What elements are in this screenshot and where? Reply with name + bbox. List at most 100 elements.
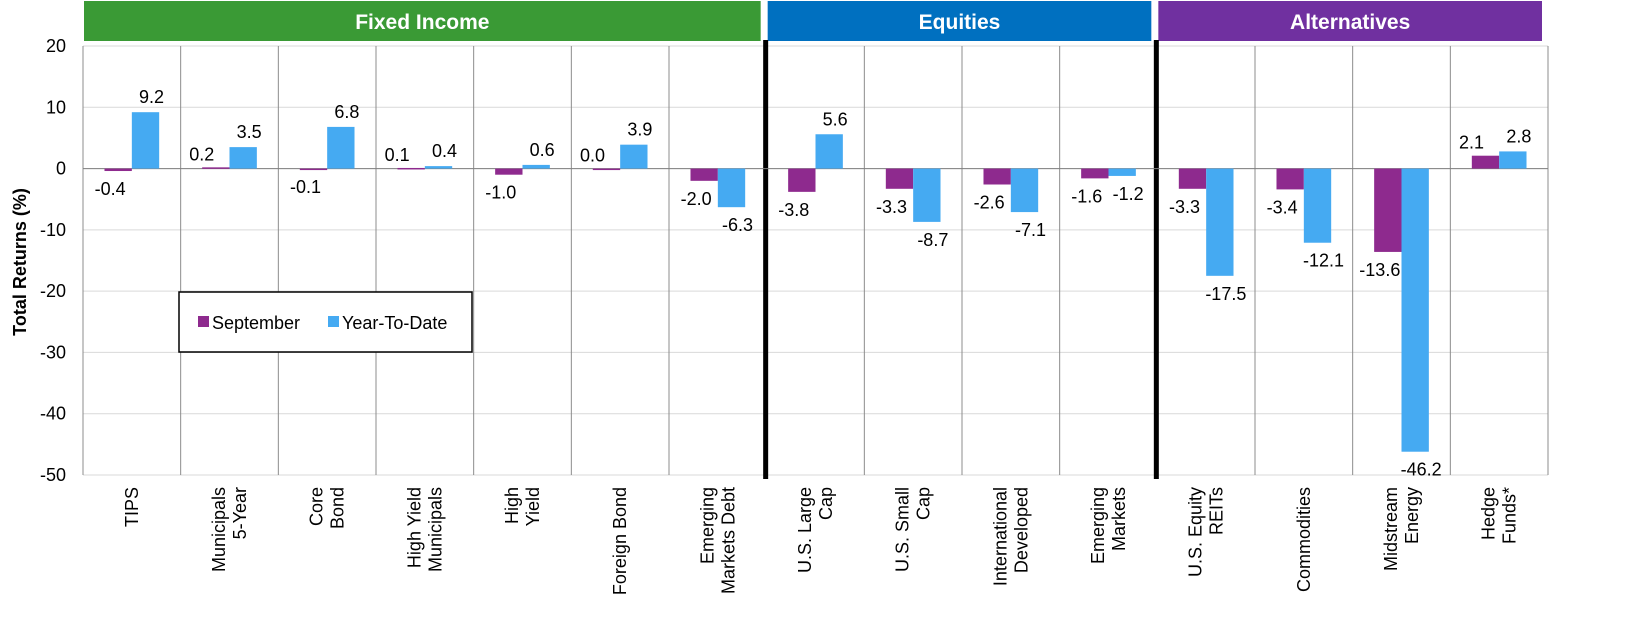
y-axis-title: Total Returns (%): [10, 188, 30, 336]
legend-label: Year-To-Date: [342, 313, 447, 333]
category-label: Emerging Markets Debt: [697, 487, 738, 594]
bar-year-to-date: [522, 164, 550, 169]
category-label: Municipals 5-Year: [209, 487, 250, 572]
category-label-line: Municipals: [425, 487, 445, 572]
category-label-line: U.S. Small: [893, 487, 913, 572]
category-label: High Yield: [502, 487, 543, 526]
legend: September Year-To-Date: [178, 291, 473, 353]
data-label-year-to-date: -1.2: [1113, 184, 1144, 204]
category-label: U.S. Small Cap: [893, 487, 934, 572]
bar-september: [885, 168, 914, 189]
y-tick-label: 0: [56, 159, 66, 179]
bar-september: [1471, 155, 1500, 169]
bar-year-to-date: [620, 144, 648, 169]
category-label-line: Municipals: [209, 487, 229, 572]
bar-year-to-date: [327, 126, 355, 169]
data-label-september: 2.1: [1459, 133, 1484, 153]
bar-september: [1276, 168, 1304, 190]
category-label-line: International: [990, 487, 1010, 586]
group-header-alternatives: Alternatives: [1290, 11, 1410, 34]
data-label-september: 0.2: [189, 144, 214, 164]
category-label: U.S. Large Cap: [795, 487, 836, 573]
data-label-september: -2.6: [974, 193, 1005, 213]
legend-box: [178, 291, 473, 353]
bar-year-to-date: [1303, 168, 1332, 243]
group-header-equities: Equities: [919, 11, 1001, 34]
category-label-line: Bond: [328, 487, 348, 529]
category-label-line: TIPS: [122, 487, 142, 527]
category-label-line: Markets: [1109, 487, 1129, 551]
category-label-line: High: [502, 487, 522, 524]
category-label-line: Emerging: [697, 487, 717, 564]
bar-year-to-date: [1010, 168, 1039, 213]
data-label-september: -1.0: [485, 183, 516, 203]
bar-september: [495, 168, 523, 175]
category-label-line: Cap: [914, 487, 934, 520]
data-label-year-to-date: -12.1: [1303, 251, 1344, 271]
data-label-september: -3.8: [778, 200, 809, 220]
category-labels: TIPS Municipals 5-Year Core Bond High Yield Mu…: [122, 487, 1520, 595]
bar-year-to-date: [229, 147, 257, 169]
bar-september: [299, 168, 328, 171]
legend-label: September: [212, 313, 300, 333]
bar-september: [690, 168, 718, 181]
bar-year-to-date: [1401, 168, 1429, 452]
data-label-year-to-date: 3.5: [237, 122, 262, 142]
category-label-line: U.S. Equity: [1186, 487, 1206, 577]
bar-year-to-date: [1206, 168, 1234, 276]
category-label: High Yield Municipals: [404, 487, 445, 572]
data-label-september: -1.6: [1071, 186, 1102, 206]
category-label-line: Funds*: [1500, 487, 1520, 544]
category-label: Foreign Bond: [610, 487, 630, 595]
group-header-bg-fixed-income: [84, 1, 761, 41]
legend-swatch: [198, 316, 209, 327]
category-label-line: Cap: [816, 487, 836, 520]
category-label: U.S. Equity REITs: [1186, 487, 1227, 577]
data-label-year-to-date: -17.5: [1205, 284, 1246, 304]
bar-september: [1374, 168, 1402, 252]
data-label-year-to-date: -8.7: [917, 230, 948, 250]
y-tick-labels: 20 10 0 -10 -20 -30 -40 -50: [40, 36, 66, 485]
category-label-line: 5-Year: [230, 487, 250, 539]
data-label-year-to-date: -6.3: [722, 215, 753, 235]
category-label-line: Emerging: [1088, 487, 1108, 564]
category-label: International Developed: [990, 487, 1031, 586]
bar-year-to-date: [131, 112, 160, 169]
bar-september: [1178, 168, 1207, 189]
data-label-september: 0.0: [580, 146, 605, 166]
bar-september: [104, 168, 132, 172]
category-label-line: Commodities: [1294, 487, 1314, 592]
category-label-line: High Yield: [404, 487, 424, 568]
data-label-year-to-date: -46.2: [1401, 460, 1442, 480]
y-tick-label: 20: [46, 36, 66, 56]
data-label-september: 0.1: [385, 145, 410, 165]
legend-swatch: [328, 316, 339, 327]
group-header-bg-alternatives: [1158, 1, 1542, 41]
y-tick-label: -30: [40, 342, 66, 362]
bar-year-to-date: [913, 168, 941, 222]
bar-september: [983, 168, 1011, 185]
bar-september: [592, 168, 621, 171]
data-label-september: -3.3: [876, 197, 907, 217]
category-label-line: U.S. Large: [795, 487, 815, 573]
y-tick-label: -10: [40, 220, 66, 240]
category-label-line: Midstream: [1381, 487, 1401, 571]
category-label: Emerging Markets: [1088, 487, 1129, 564]
data-label-year-to-date: 0.6: [530, 140, 555, 160]
category-label-line: Yield: [523, 487, 543, 526]
data-label-year-to-date: 2.8: [1506, 126, 1531, 146]
data-label-year-to-date: 5.6: [823, 109, 848, 129]
data-label-year-to-date: 6.8: [334, 102, 359, 122]
y-tick-label: -40: [40, 404, 66, 424]
bar-year-to-date: [1108, 168, 1136, 176]
bar-year-to-date: [717, 168, 746, 208]
data-label-year-to-date: -7.1: [1015, 220, 1046, 240]
category-label: Commodities: [1294, 487, 1314, 592]
category-label-line: REITs: [1207, 487, 1227, 535]
group-headers: Fixed Income Equities Alternatives: [84, 1, 1542, 41]
category-label-line: Core: [307, 487, 327, 526]
y-tick-label: -50: [40, 465, 66, 485]
bar-year-to-date: [815, 134, 843, 169]
bar-september: [202, 167, 230, 169]
